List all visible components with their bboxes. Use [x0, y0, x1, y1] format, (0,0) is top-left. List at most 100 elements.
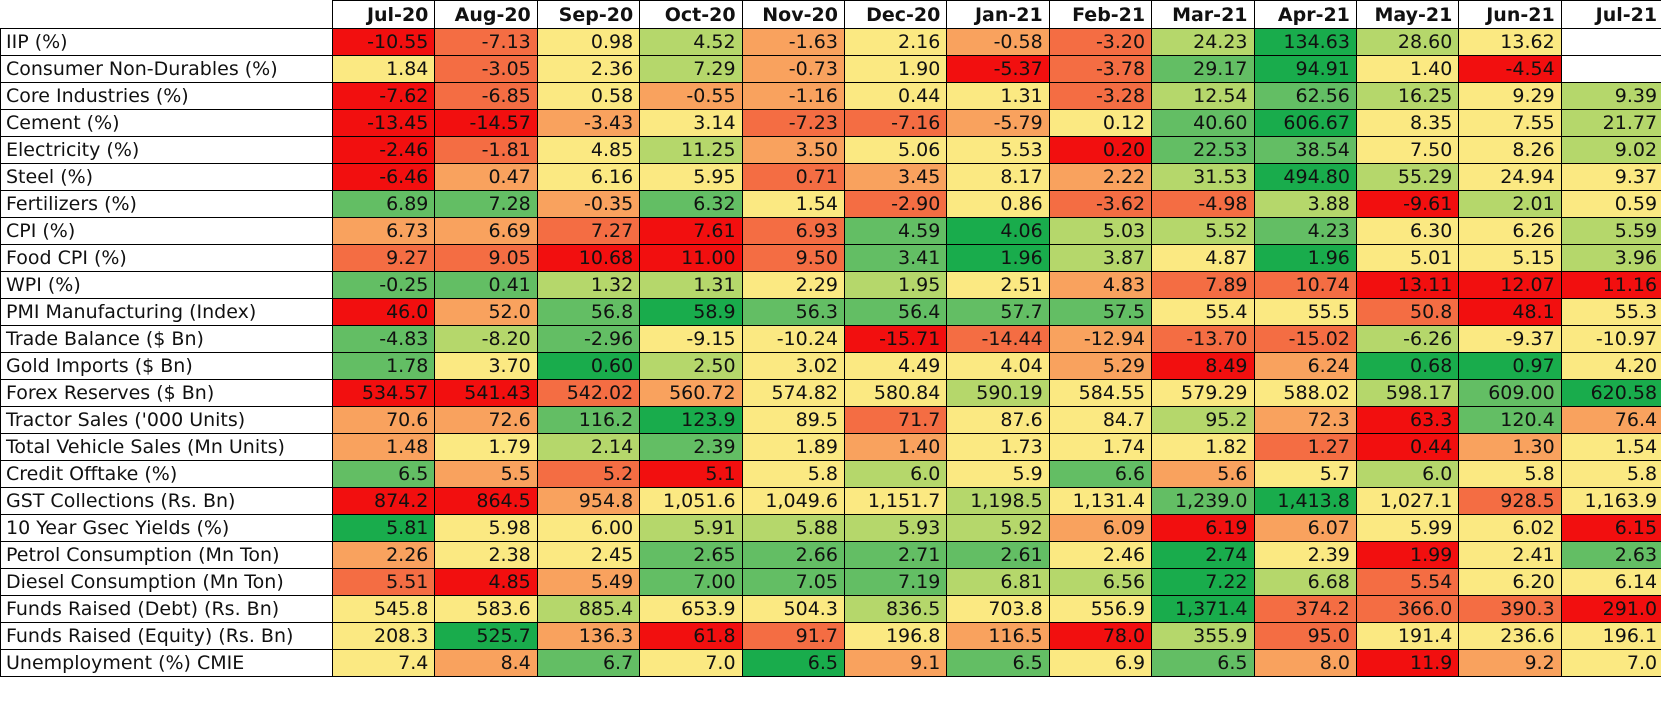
column-header: Oct-20: [639, 0, 743, 29]
row-label: Consumer Non-Durables (%): [0, 55, 333, 83]
table-cell: 291.0: [1560, 595, 1661, 623]
table-cell: 6.81: [946, 568, 1050, 596]
table-cell: 5.92: [946, 514, 1050, 542]
table-cell: -3.20: [1048, 28, 1153, 56]
table-cell: 9.29: [1458, 82, 1562, 110]
table-cell: 6.09: [1048, 514, 1153, 542]
table-row: Funds Raised (Debt) (Rs. Bn) 545.8 583.6 88…: [0, 595, 1661, 623]
row-label: Core Industries (%): [0, 82, 333, 110]
table-cell: 534.57: [331, 379, 436, 407]
table-cell: 580.84: [843, 379, 948, 407]
table-row: Total Vehicle Sales (Mn Units) 1.48 1.79 2.…: [0, 433, 1661, 461]
table-cell: -1.63: [741, 28, 845, 56]
table-cell: 609.00: [1458, 379, 1562, 407]
table-cell: 52.0: [434, 298, 538, 326]
table-cell: 542.02: [536, 379, 641, 407]
table-cell: 58.9: [639, 298, 743, 326]
table-cell: 0.59: [1560, 190, 1661, 218]
table-cell: 2.66: [741, 541, 845, 569]
table-cell: 5.51: [331, 568, 436, 596]
table-cell: -13.70: [1151, 325, 1255, 353]
table-cell: 6.9: [1048, 649, 1153, 677]
table-cell: -9.37: [1458, 325, 1562, 353]
table-cell: 56.4: [843, 298, 948, 326]
row-label: Gold Imports ($ Bn): [0, 352, 333, 380]
table-cell: 13.62: [1458, 28, 1562, 56]
table-cell: -5.37: [946, 55, 1050, 83]
table-cell: 874.2: [331, 487, 436, 515]
table-cell: 11.16: [1560, 271, 1661, 299]
table-cell: 7.4: [331, 649, 436, 677]
table-cell: 3.88: [1253, 190, 1357, 218]
row-label: Tractor Sales ('000 Units): [0, 406, 333, 434]
table-cell: 89.5: [741, 406, 845, 434]
table-cell: 8.35: [1355, 109, 1460, 137]
table-row: 10 Year Gsec Yields (%) 5.81 5.98 6.00 5.91 5…: [0, 514, 1661, 542]
table-cell: -5.79: [946, 109, 1050, 137]
table-cell: 11.00: [639, 244, 743, 272]
table-cell: [1560, 28, 1661, 56]
table-cell: 5.5: [434, 460, 538, 488]
table-cell: -0.25: [331, 271, 436, 299]
table-cell: 5.95: [639, 163, 743, 191]
table-cell: 588.02: [1253, 379, 1357, 407]
table-cell: 885.4: [536, 595, 641, 623]
table-cell: 191.4: [1355, 622, 1460, 650]
table-cell: 63.3: [1355, 406, 1460, 434]
table-cell: 7.0: [639, 649, 743, 677]
table-cell: 954.8: [536, 487, 641, 515]
row-label: Total Vehicle Sales (Mn Units): [0, 433, 333, 461]
table-cell: 9.2: [1458, 649, 1562, 677]
table-cell: -2.96: [536, 325, 641, 353]
table-cell: 5.52: [1151, 217, 1255, 245]
table-row: Petrol Consumption (Mn Ton) 2.26 2.38 2.45 2…: [0, 541, 1661, 569]
row-label: Credit Offtake (%): [0, 460, 333, 488]
table-cell: 1.74: [1048, 433, 1153, 461]
table-cell: 1.31: [639, 271, 743, 299]
table-cell: 72.6: [434, 406, 538, 434]
table-cell: -10.24: [741, 325, 845, 353]
table-row: Fertilizers (%) 6.89 7.28 -0.35 6.32 1.54 -2.9…: [0, 190, 1661, 218]
table-cell: 1.30: [1458, 433, 1562, 461]
row-label: Petrol Consumption (Mn Ton): [0, 541, 333, 569]
table-cell: 196.8: [843, 622, 948, 650]
table-cell: 541.43: [434, 379, 538, 407]
table-cell: 29.17: [1151, 55, 1255, 83]
table-row: CPI (%) 6.73 6.69 7.27 7.61 6.93 4.59 4.06 5.03 5…: [0, 217, 1661, 245]
table-cell: 6.56: [1048, 568, 1153, 596]
table-cell: 70.6: [331, 406, 436, 434]
table-cell: 5.6: [1151, 460, 1255, 488]
table-cell: 494.80: [1253, 163, 1357, 191]
table-cell: 5.29: [1048, 352, 1153, 380]
row-label: Diesel Consumption (Mn Ton): [0, 568, 333, 596]
table-cell: 1.31: [946, 82, 1050, 110]
table-cell: 0.20: [1048, 136, 1153, 164]
table-cell: 9.27: [331, 244, 436, 272]
table-cell: 4.59: [843, 217, 948, 245]
table-cell: 55.29: [1355, 163, 1460, 191]
table-row: Gold Imports ($ Bn) 1.78 3.70 0.60 2.50 3.02 4…: [0, 352, 1661, 380]
table-cell: -4.98: [1151, 190, 1255, 218]
table-row: Forex Reserves ($ Bn) 534.57 541.43 542.02 5…: [0, 379, 1661, 407]
table-cell: 5.54: [1355, 568, 1460, 596]
table-cell: 55.4: [1151, 298, 1255, 326]
row-label: WPI (%): [0, 271, 333, 299]
row-label: 10 Year Gsec Yields (%): [0, 514, 333, 542]
table-cell: 31.53: [1151, 163, 1255, 191]
table-cell: 3.87: [1048, 244, 1153, 272]
table-cell: 196.1: [1560, 622, 1661, 650]
table-cell: 6.73: [331, 217, 436, 245]
table-cell: 390.3: [1458, 595, 1562, 623]
table-cell: 0.44: [843, 82, 948, 110]
table-row: Consumer Non-Durables (%) 1.84 -3.05 2.36 7.…: [0, 55, 1661, 83]
table-cell: 5.8: [741, 460, 845, 488]
column-header: Sep-20: [536, 0, 641, 29]
table-cell: 583.6: [434, 595, 538, 623]
table-cell: 0.58: [536, 82, 641, 110]
table-cell: 3.14: [639, 109, 743, 137]
table-cell: -14.57: [434, 109, 538, 137]
table-cell: 1.96: [946, 244, 1050, 272]
table-cell: 4.23: [1253, 217, 1357, 245]
column-header: Jul-20: [331, 0, 436, 29]
table-cell: 40.60: [1151, 109, 1255, 137]
